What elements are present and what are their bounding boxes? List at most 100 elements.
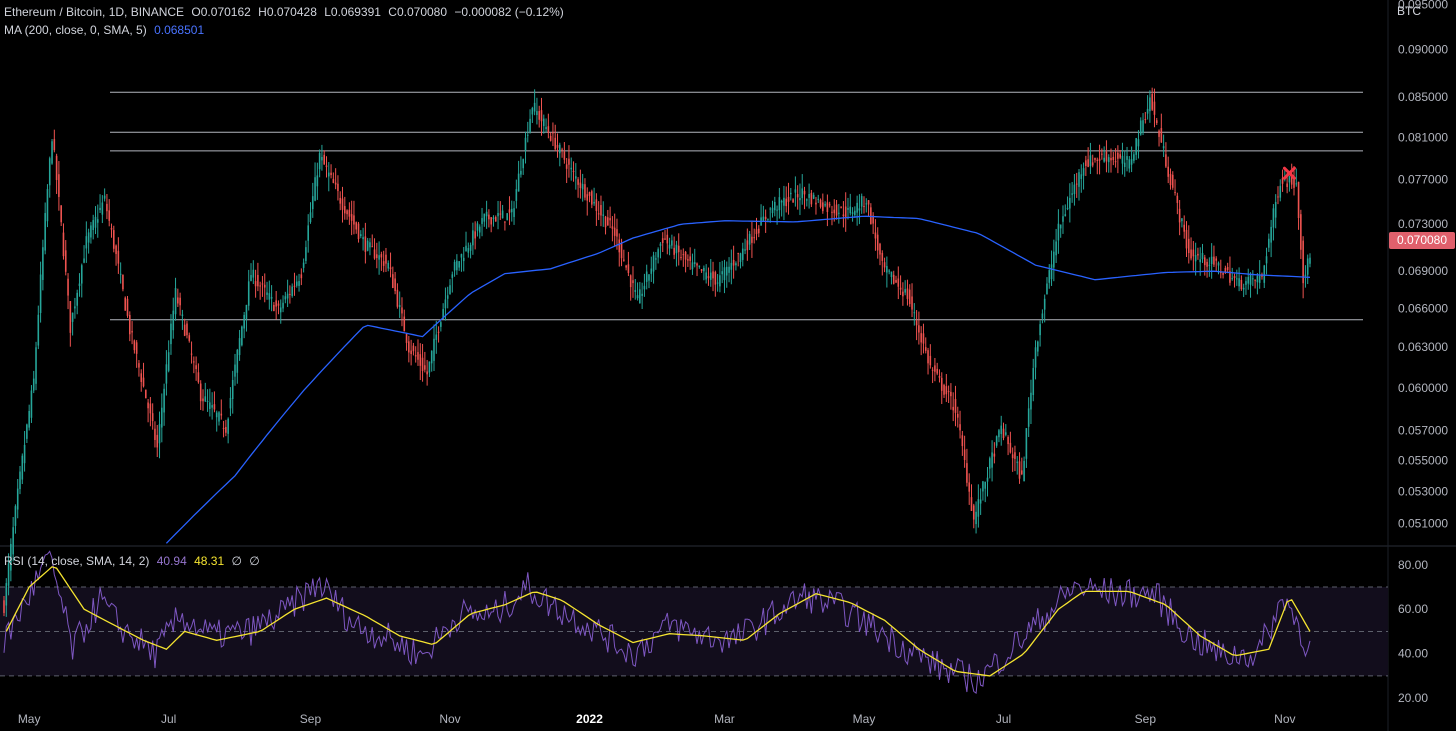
candle [1135, 137, 1137, 161]
candle [952, 392, 954, 422]
candle-body [1187, 238, 1190, 254]
candle-body [716, 282, 719, 284]
candle [204, 382, 207, 403]
rsi-legend[interactable]: RSI (14, close, SMA, 14, 2) 40.94 48.31 … [4, 554, 264, 568]
candle-body [1229, 271, 1231, 283]
candle-body [1055, 241, 1057, 256]
candle-body [204, 396, 207, 402]
candle [794, 176, 797, 207]
candle [236, 348, 239, 384]
candle [151, 403, 154, 430]
candle [485, 200, 488, 229]
candle-body [472, 230, 474, 246]
candle [90, 221, 92, 244]
candle [1011, 447, 1014, 472]
candle [453, 259, 456, 277]
candle [1110, 148, 1112, 173]
candle-body [584, 184, 586, 198]
candle-body [1005, 432, 1007, 435]
candle-body [620, 243, 623, 259]
candle-body [327, 172, 330, 177]
candle [879, 242, 881, 266]
candle [1103, 146, 1105, 163]
candle-body [1075, 183, 1078, 185]
candle [815, 196, 817, 215]
candle-body [332, 179, 335, 183]
candle-body [298, 281, 300, 286]
candle-body [785, 198, 788, 207]
candle [762, 205, 765, 222]
candle-body [476, 223, 479, 231]
candle-body [1144, 119, 1147, 121]
candle-body [499, 213, 502, 215]
candle-body [1210, 256, 1213, 265]
candle [913, 303, 916, 326]
candle-body [145, 389, 147, 399]
candle-body [757, 228, 760, 234]
candle-body [215, 412, 218, 418]
candle [1126, 146, 1128, 172]
candle [1066, 196, 1069, 211]
candle [632, 266, 634, 298]
x-marker-icon [1282, 166, 1296, 180]
candle [387, 260, 390, 272]
candle [161, 393, 163, 443]
candle [961, 430, 964, 456]
candle-body [886, 266, 888, 273]
candle [687, 254, 689, 267]
candle-body [945, 386, 948, 395]
candle-body [558, 144, 561, 154]
candle [993, 442, 996, 464]
candle [1206, 258, 1208, 278]
candle [1277, 186, 1279, 205]
candle [1082, 162, 1085, 190]
candle [378, 241, 380, 275]
candle-body [568, 158, 570, 165]
candle-body [764, 216, 767, 220]
candle [732, 245, 735, 279]
candle [1059, 224, 1062, 238]
candle [23, 430, 26, 472]
candle [1071, 181, 1073, 203]
candle [1281, 169, 1284, 192]
candle-body [284, 296, 287, 300]
candle-body [307, 225, 309, 241]
candle-body [840, 206, 842, 208]
candle [1217, 261, 1220, 275]
candle [154, 421, 156, 448]
candle [682, 248, 685, 267]
candle-body [1064, 214, 1067, 217]
candle-body [1272, 208, 1275, 228]
candle [773, 196, 776, 217]
candle [115, 244, 117, 266]
candle-body [549, 135, 552, 141]
time-tick-label: Jul [996, 712, 1011, 726]
candle [936, 362, 938, 376]
candle [565, 158, 568, 184]
candle-body [1281, 177, 1284, 184]
candle-body [1103, 157, 1105, 162]
candle-body [396, 289, 399, 307]
candle [1000, 415, 1003, 446]
candle-body [199, 383, 202, 402]
candle-body [362, 237, 364, 240]
candle-body [929, 355, 932, 366]
candle-body [37, 314, 40, 346]
candle [428, 361, 431, 378]
candle-body [478, 226, 481, 233]
ma-legend[interactable]: MA (200, close, 0, SMA, 5) 0.068501 [4, 23, 208, 37]
candle-body [1146, 108, 1149, 114]
candle [1121, 142, 1124, 175]
candle [488, 209, 490, 228]
candle [735, 261, 737, 271]
candle [323, 150, 326, 165]
candle [263, 273, 266, 303]
candle [1046, 277, 1048, 295]
candle-body [979, 499, 982, 504]
candle-body [1293, 176, 1295, 188]
candle-body [28, 410, 30, 428]
candle [145, 389, 147, 399]
candle-body [186, 323, 188, 336]
candle-body [373, 249, 376, 259]
